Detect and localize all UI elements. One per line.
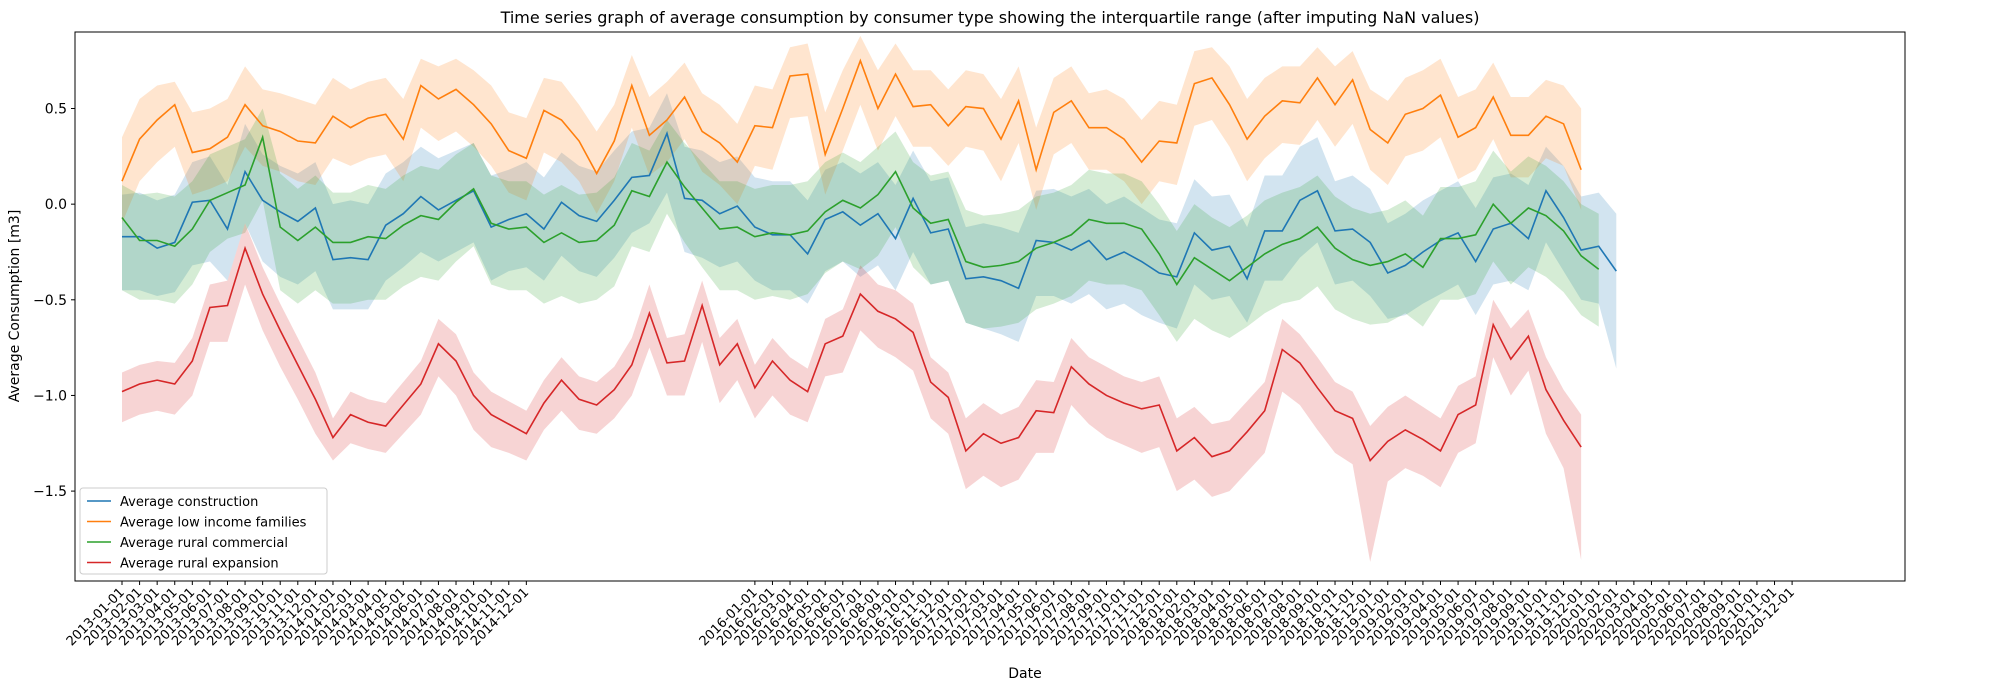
legend: Average construction Average low income f… xyxy=(79,487,328,575)
iqr-band-3 xyxy=(122,223,1582,562)
series-line-1 xyxy=(121,58,1582,182)
y-axis: 0.5 0.0 −0.5 −1.0 −1.5 xyxy=(33,102,75,500)
legend-label-1: Average low income families xyxy=(120,516,307,531)
y-tick-label: −0.5 xyxy=(33,293,67,309)
x-axis-label: Date xyxy=(1008,666,1041,682)
chart-title: Time series graph of average consumption… xyxy=(500,8,1480,27)
iqr-band-1 xyxy=(122,35,1582,224)
legend-label-0: Average construction xyxy=(120,495,258,510)
y-axis-label: Average Consumption [m3] xyxy=(7,210,23,403)
plot-area xyxy=(74,31,1906,582)
y-tick-label: 0.5 xyxy=(45,102,67,118)
y-tick-label: −1.5 xyxy=(33,484,67,500)
legend-label-2: Average rural commercial xyxy=(120,536,288,551)
series-line-2 xyxy=(121,134,1600,287)
legend-frame xyxy=(79,487,328,575)
y-tick-label: 0.0 xyxy=(45,197,67,213)
series-line-3 xyxy=(121,245,1582,462)
x-axis: 2013-01-012013-02-012013-03-012013-04-01… xyxy=(64,581,1798,649)
iqr-band-0 xyxy=(122,93,1617,369)
series-line-0 xyxy=(122,130,1617,290)
legend-label-3: Average rural expansion xyxy=(120,557,279,572)
y-tick-label: −1.0 xyxy=(33,388,67,404)
